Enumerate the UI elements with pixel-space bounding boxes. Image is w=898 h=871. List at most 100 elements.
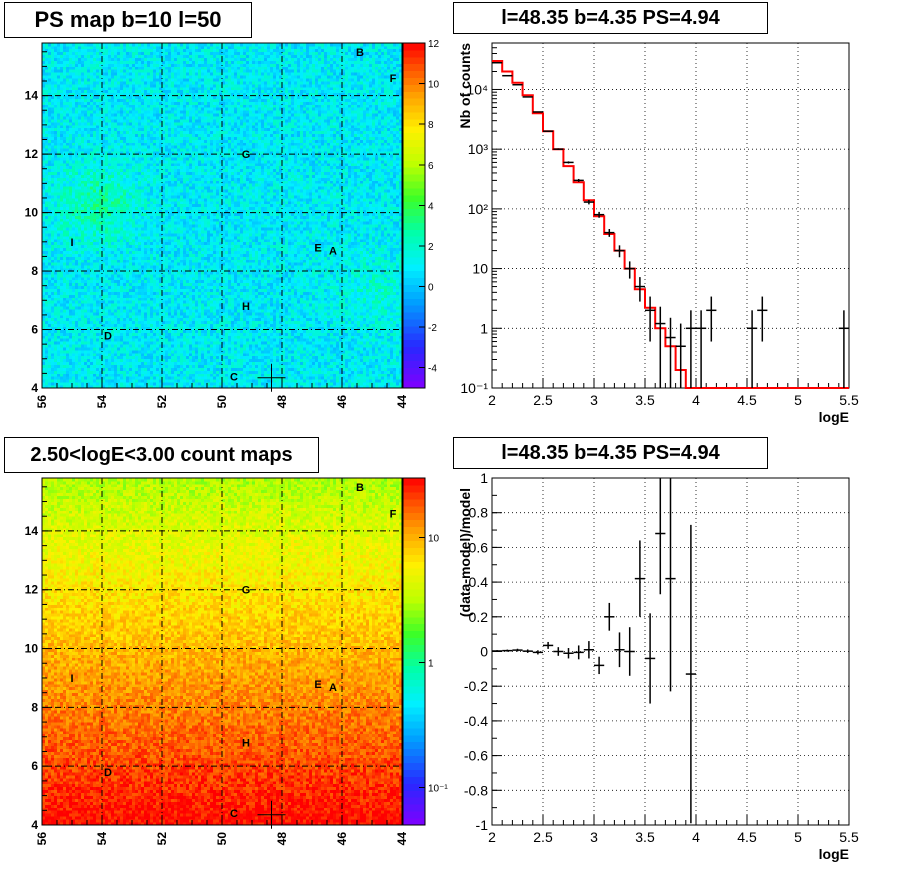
residual-data-point	[594, 656, 605, 675]
source-label-D: D	[104, 767, 112, 779]
residual-data-point	[665, 478, 676, 692]
x-tick-label-48: 48	[275, 832, 289, 846]
colorbar-tick-6: 6	[428, 161, 434, 172]
y-tick-label-10: 10	[25, 642, 39, 656]
residual-data-point	[624, 627, 635, 676]
ps_map-cells	[42, 43, 403, 389]
y-tick-label-14: 14	[25, 524, 39, 538]
spectrum-y-tick-0.1: 10⁻¹	[460, 380, 488, 396]
spectrum-data-point	[675, 323, 686, 388]
source-label-E: E	[314, 679, 321, 691]
colorbar-tick-10: 10	[428, 534, 440, 545]
spectrum-data-point	[757, 296, 768, 342]
source-label-H: H	[242, 738, 250, 750]
y-tick-label-6: 6	[31, 323, 38, 337]
colorbar-tick-1: 1	[428, 658, 434, 669]
spectrum-y-tick-1: 1	[480, 320, 488, 336]
residual-y-axis-label: (data-model)/model	[457, 488, 473, 617]
colorbar-tick--4: -4	[428, 364, 437, 375]
ps_map-colorbar-frame	[402, 42, 426, 389]
spectrum-data-point	[614, 245, 625, 258]
residual-x-tick-3.5: 3.5	[635, 829, 655, 845]
y-tick-label-4: 4	[31, 381, 38, 395]
colorbar-tick-12: 12	[428, 39, 440, 50]
spectrum-x-tick-4: 4	[692, 392, 700, 408]
y-tick-label-6: 6	[31, 759, 38, 773]
spectrum-data-point	[655, 306, 666, 388]
x-tick-label-52: 52	[155, 395, 169, 409]
x-tick-label-52: 52	[155, 832, 169, 846]
spectrum-x-tick-3: 3	[590, 392, 598, 408]
residual-y-tick-0.2: 0.2	[469, 609, 489, 625]
count_map-cells	[42, 478, 403, 826]
spectrum-x-tick-4.5: 4.5	[737, 392, 757, 408]
residual-data-point	[532, 650, 543, 655]
colorbar-tick-10: 10	[428, 80, 440, 91]
colorbar-tick--2: -2	[428, 323, 437, 334]
x-tick-label-54: 54	[95, 395, 109, 409]
ps_map-colorbar: -4 -2 0 2 4 6 8 10 12	[402, 39, 440, 389]
y-tick-label-12: 12	[25, 147, 39, 161]
source-label-B: B	[356, 47, 364, 59]
colorbar-tick-10⁻¹: 10⁻¹	[428, 783, 448, 794]
spectrum-data-point	[696, 310, 707, 388]
residual-y-tick--0.4: -0.4	[464, 713, 488, 729]
y-tick-label-4: 4	[31, 818, 38, 832]
residual-x-tick-4: 4	[692, 829, 700, 845]
source-label-C: C	[230, 371, 238, 383]
x-tick-label-56: 56	[35, 395, 49, 409]
spectrum-y-tick-10000: 10⁴	[466, 81, 488, 97]
y-tick-label-8: 8	[31, 700, 38, 714]
residual-x-tick-4.5: 4.5	[737, 829, 757, 845]
colorbar-tick-0: 0	[428, 283, 434, 294]
x-tick-label-50: 50	[215, 832, 229, 846]
residual-x-tick-2: 2	[488, 829, 496, 845]
count-map-title: 2.50<logE<3.00 count maps	[4, 437, 319, 473]
spectrum-x-tick-3.5: 3.5	[635, 392, 655, 408]
spectrum-data-point	[532, 111, 543, 113]
x-tick-label-46: 46	[335, 395, 349, 409]
spectrum-data-point	[645, 296, 656, 342]
ps-map-title: PS map b=10 l=50	[4, 2, 252, 38]
residual-y-tick-1: 1	[480, 470, 488, 486]
residual-data-point	[563, 648, 574, 659]
colorbar-tick-2: 2	[428, 242, 434, 253]
source-label-C: C	[230, 808, 238, 820]
source-label-I: I	[70, 237, 73, 249]
residual-y-tick-0.4: 0.4	[469, 574, 489, 590]
spectrum-plot: 2 2.5 3 3.5 4 4.5 5 5.5 10⁻¹ 1 10 10² 10³ 10⁴ logE Nb o…	[457, 42, 859, 425]
source-label-G: G	[242, 149, 251, 161]
residual-x-axis-label: logE	[819, 846, 849, 862]
residual-x-tick-2.5: 2.5	[533, 829, 553, 845]
spectrum-data-point	[634, 277, 645, 302]
spectrum-data-point	[543, 130, 554, 132]
y-tick-label-12: 12	[25, 583, 39, 597]
spectrum-data-point	[624, 261, 635, 279]
count_map-graticule	[42, 478, 402, 825]
residual-x-tick-3: 3	[590, 829, 598, 845]
residual-y-tick-0.6: 0.6	[469, 539, 489, 555]
residual-data-point	[502, 649, 513, 652]
spectrum-x-axis-label: logE	[819, 409, 849, 425]
residual-data-point	[645, 613, 656, 704]
residual-data-point	[604, 602, 615, 631]
residual-data-point	[634, 540, 645, 617]
residual-y-tick--0.6: -0.6	[464, 748, 488, 764]
residual-plot: 2 2.5 3 3.5 4 4.5 5 5.5 -1 -0.8 -0.6 -0.4 -0.2 0 0.2 0.…	[457, 470, 859, 862]
residual-data-point	[583, 641, 594, 659]
count_map-colorbar: 10⁻¹ 1 10	[402, 477, 448, 826]
source-label-B: B	[356, 482, 364, 494]
y-tick-label-14: 14	[25, 89, 39, 103]
x-tick-label-50: 50	[215, 395, 229, 409]
colorbar-tick-4: 4	[428, 201, 434, 212]
spectrum-y-axis-label: Nb of counts	[457, 43, 473, 129]
residual-y-tick--0.2: -0.2	[464, 678, 488, 694]
spectrum-data-point	[604, 229, 615, 237]
source-label-G: G	[242, 585, 251, 597]
spectrum-y-tick-1000: 10³	[468, 141, 489, 157]
source-label-H: H	[242, 301, 250, 313]
residual-data-point	[492, 650, 503, 652]
spectrum-y-tick-10: 10	[472, 261, 488, 277]
